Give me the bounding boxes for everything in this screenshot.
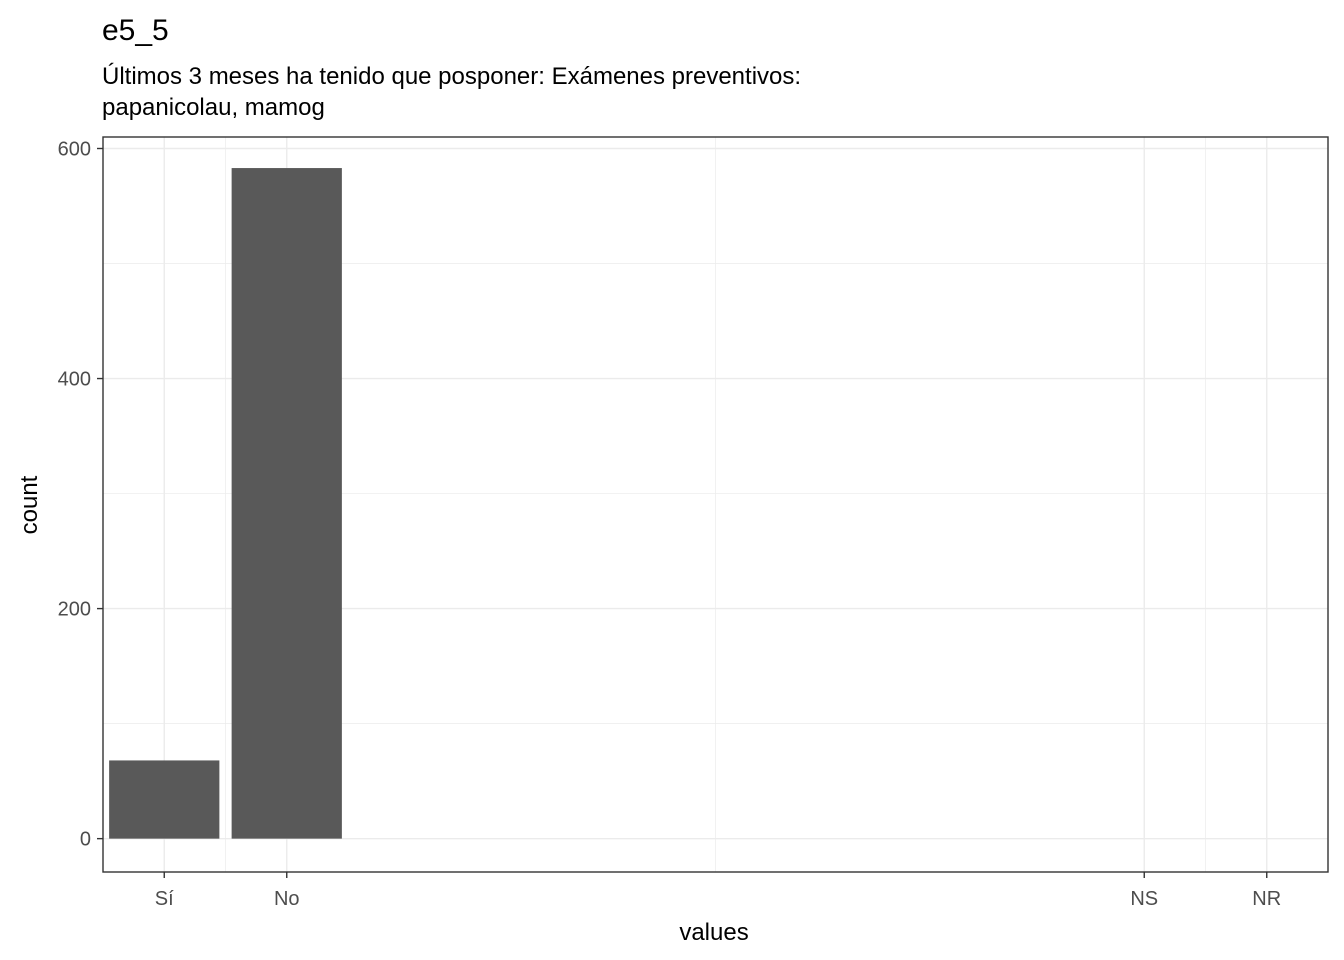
bar-No bbox=[231, 168, 342, 839]
panel-border bbox=[102, 136, 1329, 873]
chart-title: e5_5 bbox=[102, 14, 169, 47]
y-tick-label: 600 bbox=[58, 139, 91, 161]
x-axis-title: values bbox=[679, 919, 748, 946]
x-tick-label: NS bbox=[1130, 888, 1158, 910]
x-tick-label: Sí bbox=[155, 888, 174, 910]
y-axis-title: count bbox=[16, 475, 43, 534]
bar-Sí bbox=[109, 760, 220, 839]
y-tick-label: 200 bbox=[58, 599, 91, 621]
x-tick-label: No bbox=[274, 888, 300, 910]
chart-subtitle-line-1: Últimos 3 meses ha tenido que posponer: … bbox=[102, 63, 801, 90]
x-tick-label: NR bbox=[1252, 888, 1281, 910]
chart-subtitle-line-2: papanicolau, mamog bbox=[102, 94, 325, 121]
y-tick-label: 0 bbox=[80, 829, 91, 851]
plot-area: 0 200 400 600 Sí No NS NR bbox=[58, 136, 1329, 910]
y-tick-label: 400 bbox=[58, 369, 91, 391]
